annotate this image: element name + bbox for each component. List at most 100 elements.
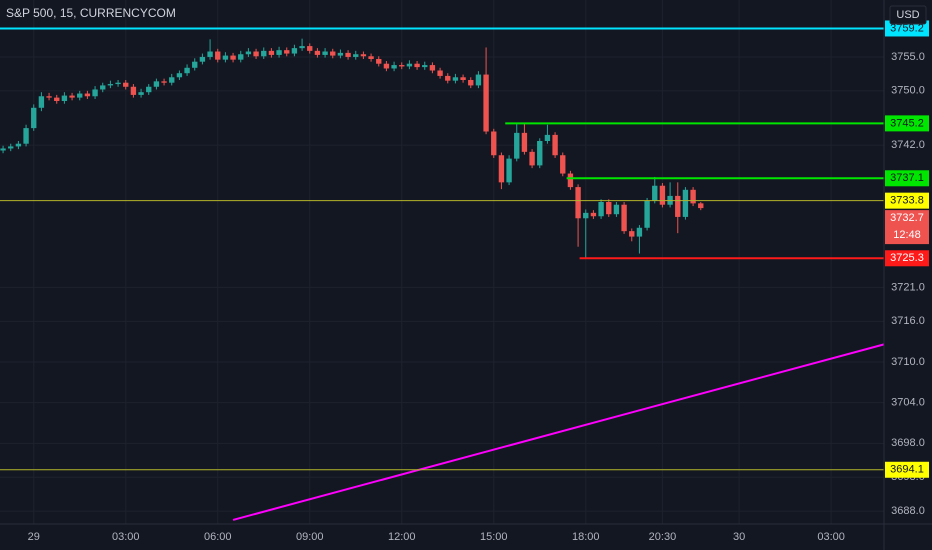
candle-body [652,185,658,201]
candle-body [644,200,650,228]
candle-body [575,187,581,219]
level-label: 3737.1 [890,172,924,184]
level-label-box [885,115,929,132]
candle-body [92,89,98,97]
candle-body [284,50,290,54]
level-label: 3733.8 [890,195,924,207]
candle-body [291,48,298,54]
currency-box[interactable] [889,5,927,25]
level-label: 3694.1 [890,464,924,476]
candle-body [514,132,520,159]
candle-body [161,81,167,83]
level-label-box [885,192,929,209]
countdown: 12:48 [893,229,921,241]
candle-body [15,143,22,147]
candle-body [682,189,689,217]
candle-body [468,79,474,86]
y-tick-label: 3710.0 [891,356,925,368]
candle-body [138,92,144,95]
level-label: 3759.2 [890,22,924,34]
x-tick-label: 12:00 [388,531,416,543]
candle-body [153,81,160,87]
candle-body [115,82,121,85]
candle-body [23,128,29,144]
candle-body [613,204,620,215]
candle-body [636,227,643,237]
x-tick-label: 15:00 [480,531,508,543]
candle-body [598,202,604,217]
candle-body [406,63,413,67]
y-tick-label: 3716.0 [891,315,925,327]
candle-body [567,173,574,188]
candle-body [659,185,666,205]
candle-body [529,151,535,166]
candle-body [521,132,528,152]
x-tick-label: 20:30 [649,531,677,543]
candle-body [345,52,351,57]
chart-title: S&P 500, 15, CURRENCYCOM [6,6,176,20]
level-label-box [885,170,929,187]
currency: USD [896,9,919,21]
candle-body [560,155,566,174]
candle-body [69,95,75,98]
x-tick-label: 09:00 [296,531,324,543]
candle-body [399,65,405,67]
candle-body [506,158,512,183]
y-tick-label: 3750.0 [891,85,925,97]
candle-body [460,77,466,80]
candle-body [268,50,275,55]
candle-body [238,54,244,60]
candle-body [353,54,359,57]
candle-body [61,95,68,102]
candle-body [368,56,374,59]
candle-body [207,51,213,57]
candle-body [307,46,313,51]
candle-body [360,54,367,57]
candle-body [698,203,704,209]
candle-body [583,212,589,219]
candle-body [437,70,443,76]
candle-body [299,46,305,49]
candle-body [222,55,229,60]
y-tick-label: 3698.0 [891,437,925,449]
candle-body [84,93,91,97]
candle-body [199,56,206,62]
x-tick-label: 30 [733,531,745,543]
candle-body [261,50,267,57]
level-label-box [885,461,929,478]
candle-body [184,67,190,74]
y-tick-label: 3742.0 [891,139,925,151]
candle-body [383,63,390,69]
level-label-box [885,250,929,267]
candle-body [483,74,489,132]
candle-body [130,86,137,95]
last-price: 3732.7 [890,212,924,224]
candle-body [54,97,60,102]
x-tick-label: 06:00 [204,531,232,543]
candle-body [276,50,282,55]
candle-body [230,55,236,60]
candle-body [314,50,321,55]
candle-body [376,58,382,64]
candle-body [337,52,344,56]
candle-body [675,195,681,217]
y-tick-label: 3721.0 [891,281,925,293]
candle-body [192,61,198,68]
candle-body [491,131,497,156]
candle-body [146,86,152,93]
candle-body [46,96,52,98]
candle-body [253,51,259,57]
candle-body [422,65,428,68]
candle-body [176,73,183,78]
candle-body [498,155,505,183]
x-tick-label: 29 [28,531,40,543]
y-tick-label: 3755.0 [891,51,925,63]
candle-body [330,51,336,56]
candle-body [452,77,459,81]
candle-body [475,74,482,86]
candle-body [621,204,627,232]
last-price-box [885,210,929,245]
level-label: 3745.2 [890,117,924,129]
candle-body [537,140,543,166]
candle-body [215,51,221,60]
